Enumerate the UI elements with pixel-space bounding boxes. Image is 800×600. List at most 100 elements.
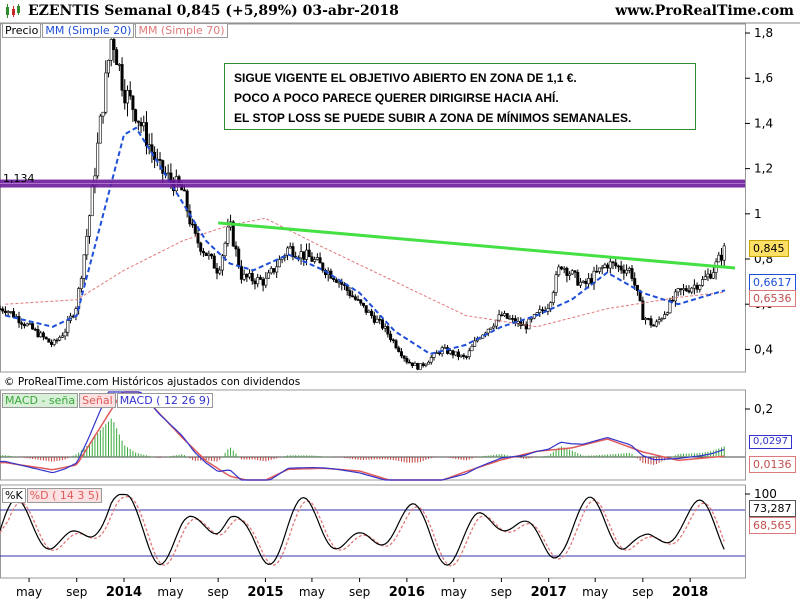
stoch-d-line (0, 495, 725, 567)
candle-body (532, 314, 536, 319)
axis-layer: 0,40,60,811,21,41,61,8maysep2014maysep20… (16, 26, 773, 600)
candle-body (25, 323, 29, 327)
candle-body (630, 268, 634, 279)
x-tick-label: sep (349, 585, 370, 599)
x-tick-label: may (157, 585, 183, 599)
legend-ma20[interactable]: MM (Simple 20) (42, 23, 135, 38)
legend-k[interactable]: %K (2, 488, 26, 503)
candle-body (275, 266, 279, 273)
candle-body (245, 273, 249, 278)
candle-body (559, 266, 563, 270)
candle-body (144, 122, 148, 147)
candle-body (418, 363, 422, 370)
candle-body (63, 331, 67, 337)
candle-body (166, 172, 170, 175)
candle-body (587, 278, 591, 285)
candle-body (196, 233, 200, 244)
legend-macd-hist[interactable]: MACD - seña (2, 393, 79, 408)
candle-body (353, 296, 357, 300)
candle-body (538, 309, 542, 314)
candle-body (79, 278, 83, 289)
candle-body (237, 248, 241, 267)
x-tick-label: sep (66, 585, 87, 599)
candle-body (641, 300, 645, 321)
candle-body (625, 269, 629, 274)
candle-body (616, 265, 620, 268)
candle-body (646, 318, 650, 320)
annotation-line-2: POCO A POCO PARECE QUERER DIRIGIRSE HACI… (234, 91, 559, 105)
candle-body (1, 308, 5, 312)
candle-body (635, 284, 639, 292)
candle-body (96, 142, 100, 177)
candle-body (473, 340, 477, 347)
candle-body (503, 313, 507, 316)
legend-signal[interactable]: Señal (79, 393, 116, 408)
candle-body (20, 322, 24, 325)
candle-body (315, 257, 319, 260)
candle-body (44, 336, 48, 340)
candle-body (451, 350, 455, 356)
candle-body (258, 277, 262, 280)
candle-body (489, 327, 493, 330)
candle-body (546, 308, 550, 312)
candle-body (142, 122, 146, 127)
candle-body (695, 284, 699, 290)
candle-body (402, 355, 406, 359)
candle-body (207, 253, 211, 256)
legend-ma70[interactable]: MM (Simple 70) (135, 23, 228, 38)
legend-macd[interactable]: MACD ( 12 26 9) (116, 393, 214, 408)
candle-body (424, 363, 428, 366)
candle-body (399, 351, 403, 357)
x-tick-label: 2016 (389, 585, 425, 600)
candle-body (269, 268, 273, 274)
candle-body (98, 115, 102, 144)
candle-body (508, 318, 512, 320)
candle-body (220, 255, 224, 271)
candle-body (375, 318, 379, 323)
candle-body (711, 272, 715, 279)
candle-body (600, 267, 604, 269)
candle-body (191, 223, 195, 226)
candle-body (256, 277, 260, 285)
candle-body (41, 332, 45, 338)
price-legend: Precio MM (Simple 20) MM (Simple 70) (2, 23, 229, 38)
macd-value-tag: 0,0297 (749, 435, 792, 449)
y-tick-label: 1,6 (754, 71, 773, 85)
candle-body (104, 72, 108, 113)
candle-body (671, 299, 675, 302)
candle-body (250, 273, 254, 282)
signal-value-tag: 0,0136 (749, 456, 796, 473)
candle-body (578, 281, 582, 286)
candle-body (305, 249, 309, 260)
candle-body (264, 277, 268, 286)
candle-body (380, 319, 384, 329)
y-tick-label: 1,4 (754, 116, 773, 130)
candle-body (307, 249, 311, 258)
site-link[interactable]: www.ProRealTime.com (615, 3, 794, 19)
candle-body (421, 363, 425, 366)
candle-body (627, 268, 631, 271)
candle-body (389, 333, 393, 341)
x-tick-label: may (441, 585, 467, 599)
candle-body (427, 361, 431, 365)
candle-body (494, 319, 498, 327)
candle-body (286, 247, 290, 256)
candle-body (367, 310, 371, 313)
candle-body (88, 215, 92, 237)
legend-d[interactable]: %D ( 14 3 5) (26, 488, 103, 503)
candle-body (703, 276, 707, 280)
candle-body (364, 305, 368, 313)
candle-body (595, 270, 599, 273)
candle-body (709, 273, 713, 279)
candle-body (210, 253, 214, 257)
candle-body (459, 354, 463, 358)
ma70-line (5, 217, 726, 328)
candle-body (212, 255, 216, 269)
candle-body (687, 290, 691, 293)
candle-body (22, 324, 26, 327)
candle-body (717, 254, 721, 263)
candle-body (394, 340, 398, 349)
candle-body (649, 318, 653, 326)
macd-line (0, 391, 725, 481)
legend-precio[interactable]: Precio (2, 23, 42, 38)
